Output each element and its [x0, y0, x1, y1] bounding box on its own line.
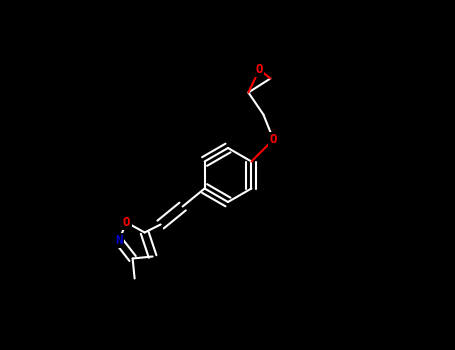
Text: O: O [256, 63, 263, 76]
Text: N: N [115, 234, 122, 247]
Text: O: O [270, 133, 277, 146]
Text: O: O [123, 216, 131, 229]
